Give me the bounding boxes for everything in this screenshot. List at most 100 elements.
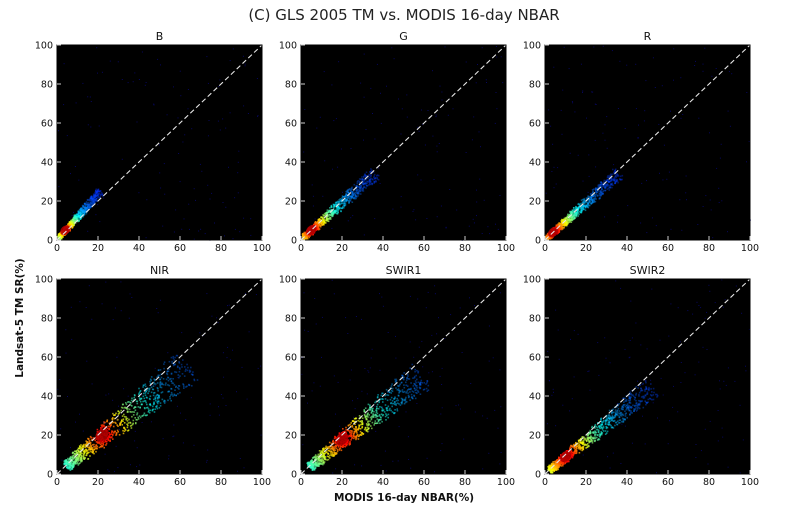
x-tick-label: 60 — [662, 477, 674, 488]
axes-frame — [300, 44, 507, 241]
y-tick-label: 100 — [523, 275, 541, 286]
y-tick-label: 40 — [41, 392, 53, 403]
density-cloud — [546, 279, 750, 474]
panel-title: SWIR2 — [630, 264, 666, 277]
panel-title: R — [644, 30, 652, 43]
axes-frame — [56, 278, 263, 475]
y-tick-label: 60 — [285, 119, 297, 130]
y-tick-label: 100 — [35, 275, 53, 286]
y-tick-label: 20 — [41, 197, 53, 208]
x-tick-label: 20 — [336, 477, 348, 488]
x-tick-label: 40 — [133, 243, 145, 254]
x-tick-label: 80 — [459, 243, 471, 254]
axes-frame — [544, 44, 751, 241]
x-axis-label: MODIS 16-day NBAR(%) — [333, 492, 475, 504]
x-tick-label: 60 — [418, 477, 430, 488]
panel-nir: NIR 0 20 40 60 80 100 0 20 40 60 80 100 — [35, 264, 271, 488]
y-tick-label: 0 — [291, 236, 297, 247]
panel-title: NIR — [150, 264, 169, 277]
figure-title: (C) GLS 2005 TM vs. MODIS 16-day NBAR — [248, 6, 560, 24]
one-to-one-line — [544, 44, 751, 241]
density-peak — [95, 428, 109, 442]
axes-frame — [544, 278, 751, 475]
y-tick-label: 60 — [529, 353, 541, 364]
y-tick-label: 100 — [35, 41, 53, 52]
y-tick-label: 40 — [529, 392, 541, 403]
one-to-one-line — [56, 278, 263, 475]
y-tick-label: 0 — [291, 470, 297, 481]
x-tick-label: 40 — [621, 243, 633, 254]
x-tick-label: 20 — [92, 243, 104, 254]
x-tick-label: 40 — [133, 477, 145, 488]
panel-r: R 0 20 40 60 80 100 0 20 40 60 80 100 — [523, 30, 759, 254]
y-tick-label: 80 — [529, 80, 541, 91]
axes-frame — [300, 278, 507, 475]
x-tick-label: 0 — [542, 477, 548, 488]
density-cloud — [301, 279, 502, 474]
y-tick-label: 0 — [535, 236, 541, 247]
y-tick-label: 40 — [529, 158, 541, 169]
x-tick-label: 100 — [741, 243, 759, 254]
y-tick-label: 40 — [285, 392, 297, 403]
y-tick-label: 0 — [47, 470, 53, 481]
y-tick-label: 60 — [41, 353, 53, 364]
y-tick-label: 100 — [279, 41, 297, 52]
x-tick-label: 100 — [253, 477, 271, 488]
y-tick-label: 20 — [529, 197, 541, 208]
panel-title: G — [399, 30, 408, 43]
x-tick-label: 100 — [497, 477, 515, 488]
density-peak — [559, 450, 572, 463]
one-to-one-line — [56, 44, 263, 241]
x-tick-label: 100 — [253, 243, 271, 254]
y-tick-label: 60 — [529, 119, 541, 130]
x-tick-label: 40 — [621, 477, 633, 488]
y-tick-label: 80 — [285, 80, 297, 91]
x-tick-label: 100 — [497, 243, 515, 254]
x-tick-label: 20 — [92, 477, 104, 488]
x-tick-label: 80 — [215, 243, 227, 254]
y-tick-label: 20 — [41, 431, 53, 442]
x-tick-label: 20 — [580, 243, 592, 254]
x-tick-label: 40 — [377, 477, 389, 488]
x-tick-label: 20 — [580, 477, 592, 488]
y-tick-label: 20 — [285, 431, 297, 442]
panel-swir1: SWIR1 0 20 40 60 80 100 0 20 40 60 80 100 — [279, 264, 515, 488]
y-tick-label: 100 — [279, 275, 297, 286]
y-tick-label: 0 — [535, 470, 541, 481]
y-tick-label: 80 — [529, 314, 541, 325]
x-tick-label: 0 — [298, 477, 304, 488]
x-tick-label: 0 — [54, 243, 60, 254]
y-tick-label: 80 — [41, 314, 53, 325]
panel-b: B 0 20 40 60 80 100 0 20 40 60 80 100 — [35, 30, 271, 254]
x-tick-label: 80 — [459, 477, 471, 488]
y-tick-label: 60 — [41, 119, 53, 130]
x-tick-label: 60 — [418, 243, 430, 254]
y-tick-label: 20 — [285, 197, 297, 208]
panel-g: G 0 20 40 60 80 100 0 20 40 60 80 100 — [279, 30, 515, 254]
axes-frame — [56, 44, 263, 241]
y-tick-label: 20 — [529, 431, 541, 442]
x-tick-label: 40 — [377, 243, 389, 254]
one-to-one-line — [300, 44, 507, 241]
x-tick-label: 0 — [542, 243, 548, 254]
one-to-one-line — [544, 278, 751, 475]
panel-title: B — [156, 30, 164, 43]
x-tick-label: 20 — [336, 243, 348, 254]
panel-title: SWIR1 — [386, 264, 422, 277]
density-peak — [335, 432, 349, 446]
one-to-one-line — [300, 278, 507, 475]
y-tick-label: 60 — [285, 353, 297, 364]
x-tick-label: 80 — [215, 477, 227, 488]
x-tick-label: 0 — [54, 477, 60, 488]
y-tick-label: 40 — [41, 158, 53, 169]
x-tick-label: 80 — [703, 477, 715, 488]
y-tick-label: 0 — [47, 236, 53, 247]
x-tick-label: 0 — [298, 243, 304, 254]
panel-swir2: SWIR2 0 20 40 60 80 100 0 20 40 60 80 100 — [523, 264, 759, 488]
y-tick-label: 100 — [523, 41, 541, 52]
y-tick-label: 40 — [285, 158, 297, 169]
x-tick-label: 60 — [662, 243, 674, 254]
x-tick-label: 60 — [174, 477, 186, 488]
